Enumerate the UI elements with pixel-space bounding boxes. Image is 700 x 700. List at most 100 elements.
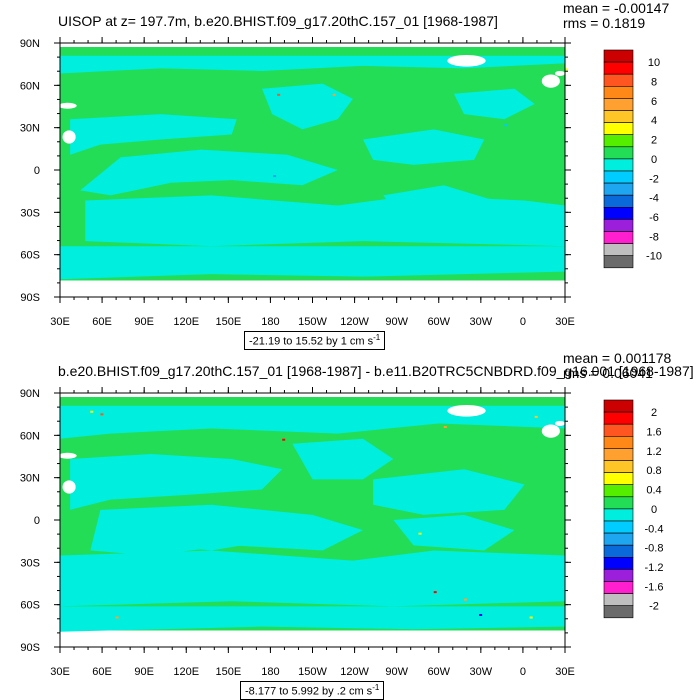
colorbar: 10 8 6 4 2 0 -2 -4 -6 -8 -10 — [603, 49, 662, 269]
colorbar-box — [603, 243, 634, 257]
colorbar-box — [603, 219, 634, 232]
colorbar-label: -1.6 — [645, 581, 664, 593]
x-tick-label: 30W — [470, 316, 493, 328]
panel-1-contour-range: -21.19 to 15.52 by 1 cm s — [249, 335, 374, 348]
masked-top-strip — [60, 393, 565, 397]
panel-1-contour-exp: -1 — [373, 333, 381, 342]
x-tick-label: 0 — [520, 666, 526, 678]
panel-2-title: b.e20.BHIST.f09_g17.20thC.157_01 [1968-1… — [58, 363, 694, 379]
cyan-region — [60, 405, 565, 439]
colorbar-box — [603, 496, 634, 510]
cyan-region — [60, 55, 565, 74]
speckle — [115, 616, 119, 619]
y-tick-label: 30S — [20, 557, 40, 569]
speckle — [90, 410, 94, 413]
y-tick-label: 60S — [20, 250, 40, 262]
colorbar-box — [603, 508, 634, 522]
colorbar-box — [603, 73, 634, 87]
colorbar-box — [603, 569, 634, 582]
colorbar-box — [603, 231, 634, 244]
masked-blob — [62, 130, 76, 144]
colorbar-box — [603, 182, 634, 196]
x-tick-label: 30E — [555, 316, 575, 328]
colorbar-box — [603, 122, 634, 135]
colorbar-box — [603, 134, 634, 148]
x-tick-label: 30E — [50, 666, 70, 678]
colorbar-label: 10 — [648, 57, 660, 69]
panel-2-contour-range: -8.177 to 5.992 by .2 cm s — [245, 685, 373, 698]
masked-blob — [447, 404, 486, 417]
x-tick-label: 60W — [427, 666, 450, 678]
x-tick-label: 180 — [261, 666, 279, 678]
colorbar-box — [603, 605, 634, 619]
y-tick-label: 30N — [20, 473, 40, 485]
colorbar-label: -4 — [649, 193, 659, 205]
speckle — [273, 175, 277, 178]
cyan-region — [453, 88, 535, 120]
colorbar-box — [603, 436, 634, 449]
colorbar-label: -8 — [649, 231, 659, 243]
x-tick-label: 60W — [427, 316, 450, 328]
colorbar-box — [603, 448, 634, 461]
cyan-region — [363, 129, 485, 165]
y-tick-label: 30S — [20, 207, 40, 219]
panel-1-title: UISOP at z= 197.7m, b.e20.BHIST.f09_g17.… — [58, 13, 498, 29]
colorbar-label: 0 — [651, 154, 657, 166]
cyan-region — [60, 550, 565, 607]
y-tick-label: 60N — [20, 80, 40, 92]
colorbar-box — [603, 520, 634, 534]
colorbar-box — [603, 158, 634, 172]
masked-blob — [554, 420, 565, 427]
y-tick-label: 60N — [20, 430, 40, 442]
colorbar-label: 2 — [651, 407, 657, 419]
panel-2-map-svg: 30E 60E 90E 120E 150E 180 150W 120W 90W 60W 30W 0 30… — [20, 387, 664, 678]
speckle — [479, 613, 483, 616]
speckle — [433, 591, 437, 594]
x-tick-label: 30E — [555, 666, 575, 678]
x-tick-label: 0 — [520, 316, 526, 328]
colorbar-box — [603, 207, 634, 220]
x-tick-label: 180 — [261, 316, 279, 328]
colorbar-label: 0 — [651, 504, 657, 516]
masked-blob — [541, 74, 560, 88]
cyan-region — [373, 469, 525, 515]
masked-blob — [554, 70, 565, 77]
colorbar-label: 0.4 — [646, 485, 661, 497]
panel-1-contour-info: -21.19 to 15.52 by 1 cm s-1 — [244, 331, 386, 350]
colorbar-box — [603, 581, 634, 594]
panel-1-rms: rms = 0.1819 — [563, 15, 646, 31]
cyan-region — [70, 453, 283, 510]
x-tick-label: 150E — [215, 316, 241, 328]
colorbar-label: -2 — [649, 601, 659, 613]
cyan-region — [60, 246, 565, 280]
cyan-region — [60, 606, 565, 632]
colorbar-label: 2 — [651, 135, 657, 147]
colorbar-label: 4 — [651, 115, 657, 127]
speckle — [534, 415, 538, 418]
y-tick-label: 90N — [20, 388, 40, 400]
masked-region — [60, 630, 565, 647]
colorbar-box — [603, 544, 634, 558]
colorbar-box — [603, 255, 634, 269]
panel-1-mean: mean = -0.00147 — [563, 0, 670, 16]
colorbar-label: 1.2 — [646, 446, 661, 458]
panel-1-map-svg: 30E 60E 90E 120E 150E 180 150W 120W 90W 60W 30W 0 30… — [20, 37, 662, 328]
colorbar-label: 8 — [651, 76, 657, 88]
colorbar-label: -6 — [649, 212, 659, 224]
cyan-region — [80, 149, 338, 196]
x-tick-label: 120E — [173, 316, 199, 328]
masked-blob — [62, 480, 76, 494]
speckle — [529, 616, 533, 619]
colorbar-box — [603, 460, 634, 473]
colorbar-box — [603, 110, 634, 123]
masked-top-strip — [60, 43, 565, 47]
speckle — [332, 93, 336, 96]
y-tick-label: 90N — [20, 38, 40, 50]
colorbar-box — [603, 194, 634, 208]
y-tick-label: 90S — [20, 292, 40, 304]
colorbar-box — [603, 146, 634, 160]
y-tick-label: 0 — [34, 515, 40, 527]
cyan-region — [262, 83, 353, 130]
colorbar-label: -0.4 — [645, 523, 664, 535]
x-tick-label: 60E — [92, 316, 112, 328]
